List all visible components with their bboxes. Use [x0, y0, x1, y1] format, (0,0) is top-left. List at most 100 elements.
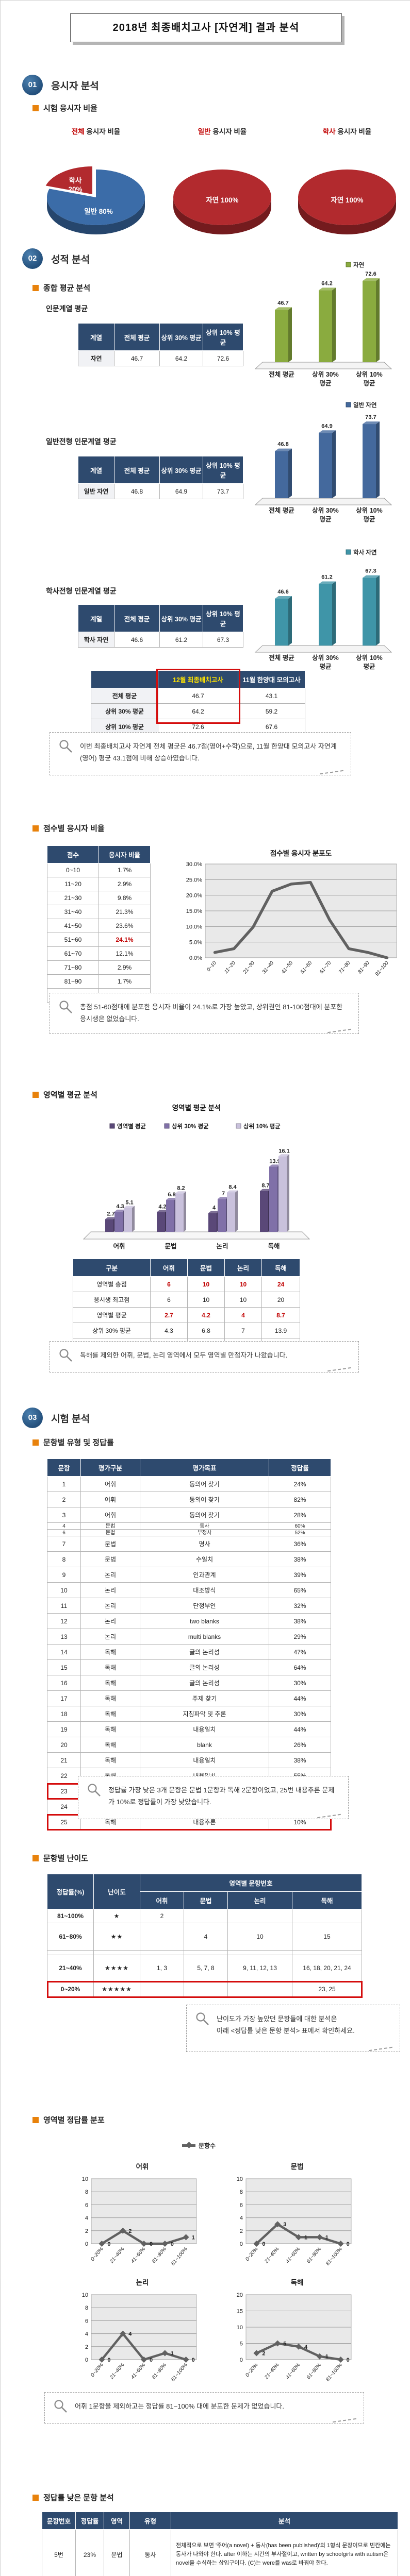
table-cell: 60%	[269, 1522, 331, 1530]
svg-text:8: 8	[240, 2189, 243, 2195]
table-cell: 9.8%	[99, 891, 151, 905]
table-row: 15 독해 글의 논리성 64%	[47, 1659, 331, 1675]
svg-text:전체 평균: 전체 평균	[269, 654, 294, 662]
table-row: 71~80 2.9%	[47, 960, 151, 975]
magnifier-icon	[195, 2011, 210, 2029]
section-01-title: 응시자 분석	[51, 80, 99, 92]
table-cell: 상위 30% 평균	[73, 1323, 151, 1338]
table-cell: 29%	[269, 1629, 331, 1645]
svg-text:81~100%: 81~100%	[325, 2362, 343, 2383]
column-header: 구분	[73, 1259, 151, 1277]
chart-title-logic: 논리	[136, 2279, 149, 2286]
table-cell: 52%	[269, 1529, 331, 1536]
svg-text:어휘: 어휘	[113, 1242, 125, 1250]
table-cell: 6	[47, 1529, 81, 1536]
svg-text:1: 1	[171, 2350, 174, 2357]
svg-text:8: 8	[85, 2189, 88, 2195]
data-table: 문항 평가구분 평가목표 정답률 1 어휘 동의어 찾기 24% 2 어휘 동의어 찾기 82% 3 어휘…	[46, 1459, 332, 1831]
svg-text:자연 100%: 자연 100%	[331, 196, 363, 204]
table-cell: 24%	[269, 1476, 331, 1492]
table-cell: 독해	[80, 1737, 140, 1753]
column-header: 문법	[187, 1259, 225, 1277]
table-cell: 64%	[269, 1659, 331, 1675]
table-cell: 16	[47, 1675, 81, 1691]
subsection-overall-average: 종합 평균 분석	[32, 282, 90, 293]
svg-text:1: 1	[192, 2234, 195, 2241]
svg-text:10: 10	[237, 2325, 243, 2331]
svg-text:30.0%: 30.0%	[186, 861, 202, 868]
svg-text:2: 2	[85, 2344, 88, 2350]
svg-text:61~80%: 61~80%	[306, 2246, 322, 2264]
table-cell: 응시생 최고점	[73, 1292, 151, 1308]
svg-text:61~80%: 61~80%	[306, 2362, 322, 2380]
table-cell: 0~10	[47, 863, 99, 877]
table-row: 학사 자연 46.6 61.2 67.3	[78, 632, 243, 648]
svg-text:4: 4	[304, 2344, 308, 2350]
table-question-rate: 문항 평가구분 평가목표 정답률 1 어휘 동의어 찾기 24% 2 어휘 동의어 찾기 82% 3 어휘…	[46, 1459, 332, 1831]
svg-text:영역별 평균 분석: 영역별 평균 분석	[172, 1104, 221, 1112]
table-cell: 41~50	[47, 919, 99, 933]
table-cell: 7	[224, 1323, 262, 1338]
table-cell: 수일치	[140, 1551, 269, 1567]
table-cell: 36%	[269, 1536, 331, 1552]
table-cell: 지칭파악 및 추론	[140, 1706, 269, 1722]
table-cell: 59.2	[238, 703, 305, 719]
svg-text:0.0%: 0.0%	[189, 955, 202, 961]
table-row: 5번 23% 문법 동사 전체적으로 보면 '주어(a novel) + 동사(has …	[42, 2529, 398, 2576]
table-cell: 1.7%	[99, 974, 151, 989]
svg-text:0: 0	[240, 2241, 243, 2247]
table-cell: 어휘	[80, 1492, 140, 1507]
table-cell: 81~90	[47, 974, 99, 989]
data-table: 계열 전체 평균 상위 30% 평균 상위 10% 평균 일반 자연 46.8 64.9 73…	[78, 456, 243, 499]
table-cell: 2.9%	[99, 877, 151, 891]
svg-text:0: 0	[240, 2357, 243, 2363]
table-cell: 12.1%	[99, 946, 151, 961]
column-header: 11월 한양대 모의고사	[238, 670, 305, 688]
table-row: 7 문법 명사 36%	[47, 1536, 331, 1552]
table-cell: 18	[47, 1706, 81, 1722]
svg-text:점수별 응시자 분포도: 점수별 응시자 분포도	[270, 849, 332, 857]
svg-text:0: 0	[192, 2357, 195, 2363]
table-cell: 28%	[269, 1507, 331, 1523]
note-difficulty: 난이도가 가장 높았던 문항들에 대한 분석은 아래 <정답률 낮은 문항 분석…	[186, 2005, 400, 2052]
table-cell: 10	[224, 1276, 262, 1292]
table-cell: 12	[47, 1613, 81, 1629]
column-header: 상위 30% 평균	[159, 456, 203, 484]
svg-text:상위 30%: 상위 30%	[312, 654, 339, 662]
table-row: 6 문법 부정사 52%	[47, 1529, 331, 1536]
subsection-question-rate: 문항별 유형 및 정답률	[32, 1437, 114, 1448]
svg-text:61~80%: 61~80%	[151, 2246, 168, 2264]
table-cell: 주제 찾기	[140, 1690, 269, 1706]
table-row: 51~60 24.1%	[47, 933, 151, 947]
svg-text:0: 0	[107, 2241, 110, 2247]
svg-text:논리: 논리	[216, 1242, 228, 1250]
table-cell: 전체 평균	[91, 688, 158, 704]
note-rate-distribution: 어휘 1문항을 제외하고는 정답률 81~100% 대에 분포한 문제가 없었습…	[44, 2392, 364, 2424]
svg-text:46.8: 46.8	[277, 442, 288, 448]
table-cell: 30%	[269, 1675, 331, 1691]
table-row: 19 독해 내용일치 44%	[47, 1721, 331, 1737]
svg-text:41~50: 41~50	[281, 960, 294, 975]
table-cell: 논리	[80, 1582, 140, 1598]
table-cell: 24.1%	[99, 933, 151, 947]
table-cell: 어휘	[80, 1476, 140, 1492]
svg-text:0: 0	[107, 2357, 110, 2363]
table-row: 18 독해 지칭파악 및 추론 30%	[47, 1706, 331, 1722]
label-bachelor-average: 학사전형 인문계열 평균	[46, 587, 117, 595]
svg-text:10: 10	[82, 2176, 88, 2182]
svg-text:10: 10	[82, 2292, 88, 2298]
table-row: 8 문법 수일치 38%	[47, 1551, 331, 1567]
table-cell: 64.2	[159, 350, 203, 366]
table-row: 자연 46.7 64.2 72.6	[78, 350, 243, 366]
svg-text:상위 10%: 상위 10%	[356, 370, 383, 378]
svg-text:2: 2	[262, 2350, 265, 2357]
table-cell: 문법	[104, 2529, 130, 2576]
table-row: 영역별 총점 6 10 10 24	[73, 1276, 300, 1292]
table-cell: 6.8	[187, 1323, 225, 1338]
svg-text:평균: 평균	[363, 515, 375, 523]
label-general-average: 일반전형 인문계열 평균	[46, 437, 117, 446]
table-row: 61~80% ★★ 4 10 15	[47, 1923, 362, 1951]
table-cell: 문법	[80, 1536, 140, 1552]
table-cell: 2.7	[150, 1307, 188, 1323]
